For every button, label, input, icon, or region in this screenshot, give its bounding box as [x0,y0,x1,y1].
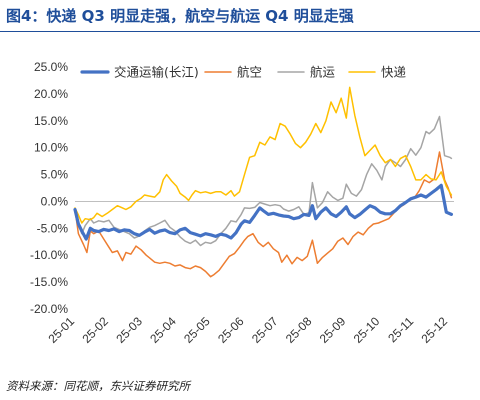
y-axis-tick-labels: 25.0% 20.0% 15.0% 10.0% 5.0% 0.0% -5.0% -10.0% -… [30,60,68,316]
x-tick-label: 25-06 [215,314,247,346]
legend-label: 航空 [237,65,262,80]
series-line [74,151,453,278]
x-tick-label: 25-08 [283,314,315,346]
x-tick-label: 25-09 [317,314,349,346]
y-tick-label: -5.0% [37,221,69,235]
title-divider [0,31,480,32]
series-line [73,183,453,241]
source-note: 资料来源：同花顺，东兴证券研究所 [6,379,190,393]
y-tick-label: 15.0% [34,114,68,128]
x-tick-label: 25-05 [181,314,213,346]
y-tick-label: 5.0% [41,168,69,182]
x-tick-label: 25-07 [249,314,281,346]
y-tick-label: 25.0% [34,60,68,74]
x-axis-tick-labels: 25-01 25-02 25-03 25-04 25-05 25-06 25-07 25-08… [46,314,451,346]
chart-title: 图4：快递 Q3 明显走强，航空与航运 Q4 明显走强 [6,7,354,25]
y-tick-label: 10.0% [34,141,68,155]
legend-label: 交通运输(长江) [114,65,199,80]
x-tick-label: 25-11 [385,314,416,345]
y-tick-label: -20.0% [30,302,68,316]
legend: 交通运输(长江) 航空 航运 快递 [80,65,407,80]
y-tick-label: 20.0% [34,87,68,101]
y-tick-label: -10.0% [30,248,68,262]
series-line [74,115,453,247]
x-tick-label: 25-12 [419,314,451,346]
x-tick-label: 25-04 [147,314,179,346]
legend-label: 快递 [381,65,407,80]
y-tick-label: -15.0% [30,275,68,289]
x-tick-label: 25-02 [79,314,111,346]
legend-label: 航运 [310,65,336,80]
x-tick-label: 25-01 [46,314,78,346]
series-line [74,86,453,224]
x-tick-label: 25-10 [351,314,383,346]
series-lines [73,86,453,278]
y-tick-label: 0.0% [41,194,69,208]
x-tick-label: 25-03 [113,314,145,346]
